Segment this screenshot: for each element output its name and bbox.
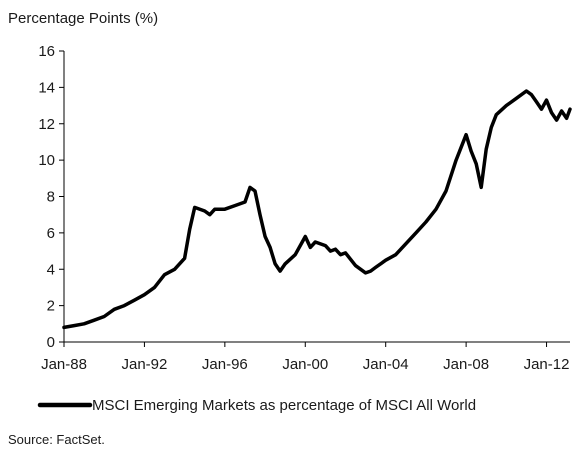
x-axis-ticks: Jan-88 Jan-92 Jan-96 Jan-00 Jan-04 Jan-08 Jan-… bbox=[41, 342, 569, 373]
x-tick-label: Jan-08 bbox=[443, 356, 489, 373]
x-tick-label: Jan-92 bbox=[121, 356, 167, 373]
series-line bbox=[62, 89, 572, 330]
y-tick-label: 2 bbox=[47, 298, 55, 315]
y-tick-label: 6 bbox=[47, 225, 55, 242]
x-tick-label: Jan-12 bbox=[524, 356, 570, 373]
x-tick-label: Jan-00 bbox=[282, 356, 328, 373]
x-tick-label: Jan-96 bbox=[202, 356, 248, 373]
y-tick-label: 16 bbox=[38, 43, 55, 60]
y-tick-label: 10 bbox=[38, 152, 55, 169]
source-note: Source: FactSet. bbox=[8, 432, 105, 447]
legend: MSCI Emerging Markets as percentage of M… bbox=[37, 397, 476, 414]
x-tick-label: Jan-04 bbox=[363, 356, 409, 373]
y-tick-label: 0 bbox=[47, 334, 55, 351]
y-tick-label: 12 bbox=[38, 116, 55, 133]
y-axis-title: Percentage Points (%) bbox=[8, 10, 158, 27]
y-tick-label: 14 bbox=[38, 79, 55, 96]
y-tick-label: 8 bbox=[47, 189, 55, 206]
legend-label: MSCI Emerging Markets as percentage of M… bbox=[92, 397, 476, 414]
y-axis-ticks: 0 2 4 6 8 10 12 14 16 bbox=[38, 43, 64, 351]
y-tick-label: 4 bbox=[47, 261, 55, 278]
series-layer bbox=[62, 89, 572, 330]
x-tick-label: Jan-88 bbox=[41, 356, 87, 373]
